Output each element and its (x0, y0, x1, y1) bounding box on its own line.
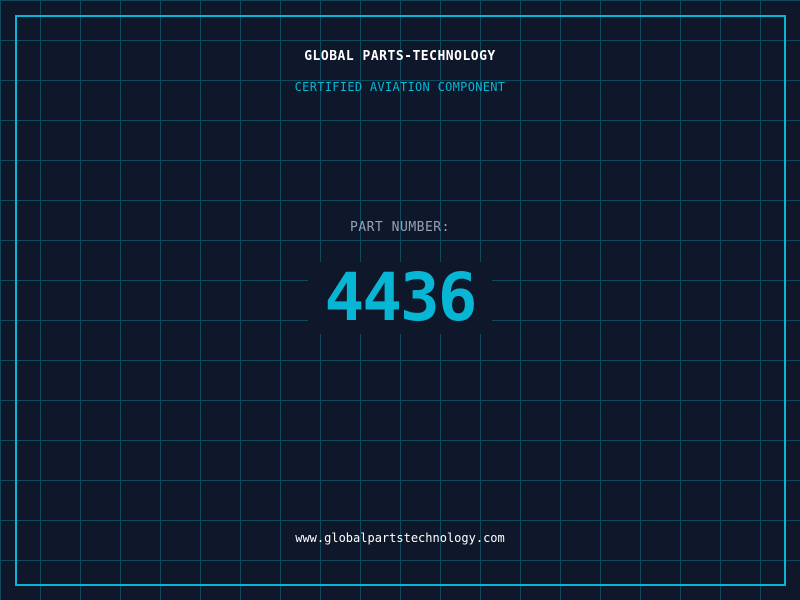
certification-subtitle: CERTIFIED AVIATION COMPONENT (294, 80, 506, 94)
website-url: www.globalpartstechnology.com (295, 531, 505, 545)
part-number-value: 4436 (324, 259, 478, 336)
part-number-backdrop (308, 262, 492, 334)
part-number-label: PART NUMBER: (350, 220, 450, 235)
company-title: GLOBAL PARTS-TECHNOLOGY (304, 49, 496, 64)
border-frame (15, 15, 786, 586)
